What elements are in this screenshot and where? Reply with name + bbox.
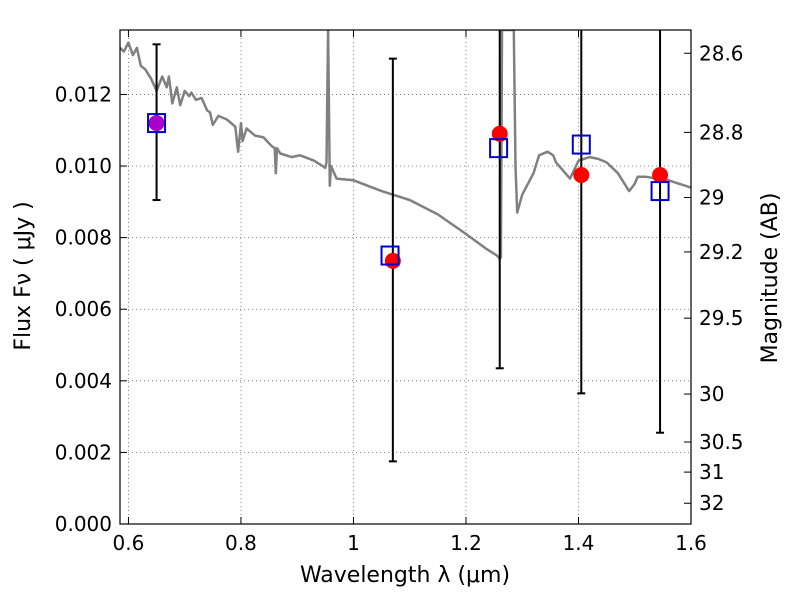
model-point	[571, 134, 591, 155]
x-tick-label: 1.6	[675, 531, 707, 555]
y2-tick-label: 28.6	[699, 41, 744, 65]
y-axis-label: Flux Fν ( μJy )	[11, 201, 36, 350]
y2-tick-label: 32	[699, 491, 724, 515]
y-tick-label: 0.012	[55, 82, 112, 106]
model-point	[380, 245, 400, 266]
y2-tick-label: 31	[699, 460, 724, 484]
x-axis-label: Wavelength λ (μm)	[300, 563, 510, 588]
y2-tick-label: 30.5	[699, 430, 744, 454]
model-point	[650, 181, 670, 202]
y-tick-label: 0.010	[55, 154, 112, 178]
plot-area	[120, 30, 691, 463]
x-tick-label: 0.6	[113, 531, 145, 555]
model-point	[489, 138, 509, 159]
y2-axis-label: Magnitude (AB)	[758, 193, 783, 364]
axes-frame	[119, 29, 692, 525]
observed-point	[491, 125, 508, 142]
y2-tick-label: 28.8	[699, 120, 744, 144]
axes: 0.6 0.8 1 1.2 1.4 1.6 0.000 0.002 0.004 0.006 0.00…	[55, 29, 744, 555]
x-tick-label: 1	[347, 531, 360, 555]
x-tick-label: 0.8	[225, 531, 257, 555]
x-tick-label: 1.4	[563, 531, 595, 555]
observed-point	[652, 166, 669, 183]
y2-tick-label: 29.5	[699, 306, 744, 330]
model-point	[147, 113, 167, 134]
observed-point	[573, 166, 590, 183]
y2-tick-label: 29.2	[699, 240, 744, 264]
y-tick-label: 0.008	[55, 226, 112, 250]
y-tick-label: 0.004	[55, 369, 112, 393]
y-tick-label: 0.006	[55, 297, 112, 321]
x-tick-label: 1.2	[450, 531, 482, 555]
observed-point	[148, 115, 165, 132]
y2-tick-label: 30	[699, 382, 724, 406]
y2-tick-label: 29	[699, 186, 724, 210]
y-tick-label: 0.000	[55, 512, 112, 536]
y-tick-label: 0.002	[55, 440, 112, 464]
spectrum-line	[120, 30, 691, 261]
